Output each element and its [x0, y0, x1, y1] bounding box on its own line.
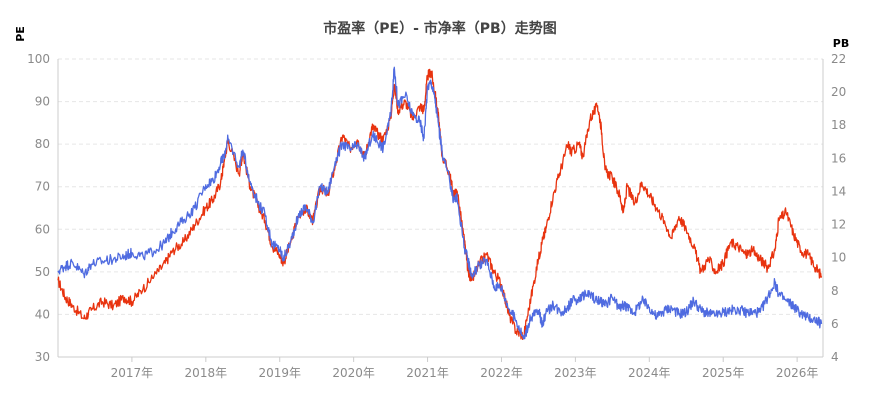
x-tick-label: 2017年 [111, 366, 154, 380]
right-tick-label: 12 [831, 218, 846, 232]
right-axis-label: PB [833, 37, 849, 50]
left-tick-label: 40 [35, 307, 50, 321]
x-tick-label: 2019年 [258, 366, 301, 380]
x-tick-label: 2024年 [628, 366, 671, 380]
left-tick-label: 100 [27, 52, 50, 66]
x-tick-label: 2018年 [185, 366, 228, 380]
pb-series-line [57, 66, 823, 340]
x-tick-label: 2023年 [554, 366, 597, 380]
pe-series-line [57, 68, 823, 341]
right-tick-label: 10 [831, 251, 846, 265]
right-tick-label: 22 [831, 52, 846, 66]
series-lines [57, 66, 823, 341]
left-tick-label: 60 [35, 222, 50, 236]
grid-lines [58, 58, 823, 315]
x-tick-label: 2020年 [332, 366, 375, 380]
x-tick-label: 2026年 [776, 366, 819, 380]
x-tick-label: 2022年 [480, 366, 523, 380]
x-tick-label: 2025年 [702, 366, 745, 380]
right-tick-label: 8 [831, 284, 839, 298]
right-tick-label: 14 [831, 184, 846, 198]
right-tick-label: 16 [831, 151, 846, 165]
left-tick-label: 70 [35, 180, 50, 194]
left-tick-label: 50 [35, 265, 50, 279]
axes [57, 59, 824, 362]
chart-title: 市盈率（PE）- 市净率（PB）走势图 [323, 20, 556, 37]
left-tick-label: 30 [35, 350, 50, 364]
right-tick-label: 6 [831, 317, 839, 331]
right-tick-label: 18 [831, 118, 846, 132]
right-tick-label: 20 [831, 85, 846, 99]
right-tick-label: 4 [831, 350, 839, 364]
x-tick-label: 2021年 [406, 366, 449, 380]
tick-labels: 30 40 50 60 70 80 90 100 4 6 8 10 12 14 16 18 20 22 2017年 2… [27, 52, 846, 380]
left-tick-label: 90 [35, 95, 50, 109]
left-tick-label: 80 [35, 137, 50, 151]
left-axis-label: PE [14, 26, 27, 42]
